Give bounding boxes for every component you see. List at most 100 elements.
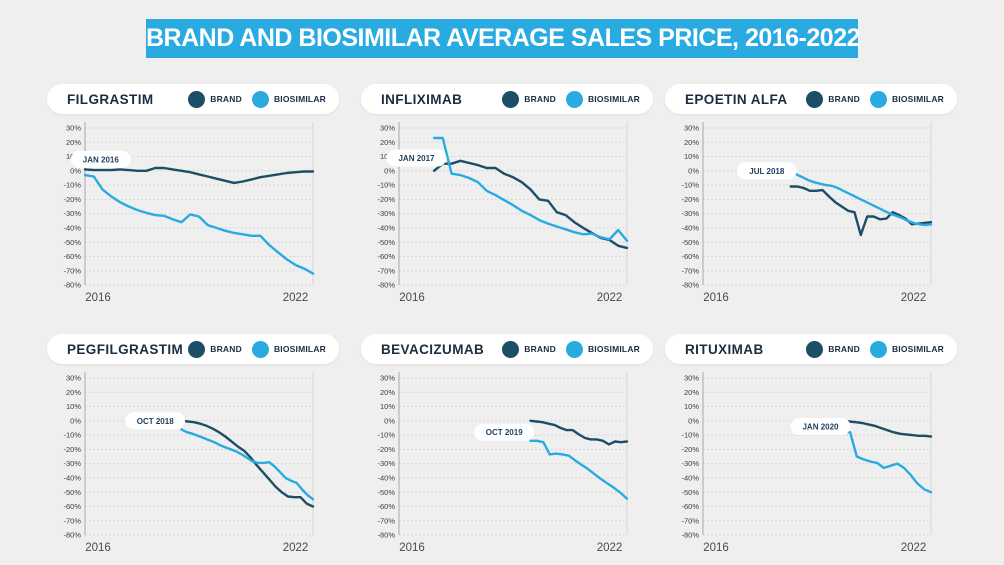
brand-swatch-icon xyxy=(502,340,520,358)
launch-date-annotation: JUL 2018 xyxy=(736,162,797,180)
y-axis-tick-label: -70% xyxy=(377,516,395,525)
legend: BRAND BIOSIMILAR xyxy=(806,340,944,358)
chart-panel-epoetin-alfa: EPOETIN ALFA BRAND BIOSIMILAR 30% 20% 10% 0… xyxy=(659,84,965,308)
line-chart-pegfilgrastim: 30% 20% 10% 0% -10% -20% -30% -40% -50% -60% -70% -… xyxy=(63,372,315,554)
biosimilar-line xyxy=(432,136,629,243)
biosimilar-swatch-icon xyxy=(251,340,269,358)
y-axis-tick-label: -40% xyxy=(377,224,395,233)
y-axis-tick-label: -20% xyxy=(63,195,81,204)
x-axis-start-label: 2016 xyxy=(703,542,729,554)
x-axis-end-label: 2022 xyxy=(283,292,309,304)
y-axis-tick-label: -30% xyxy=(63,209,81,218)
svg-text:OCT 2018: OCT 2018 xyxy=(137,417,174,426)
y-axis-tick-label: 30% xyxy=(380,374,395,383)
chart-panel-rituximab: RITUXIMAB BRAND BIOSIMILAR 30% 20% 10% 0% -1… xyxy=(659,334,965,558)
y-axis-tick-label: -10% xyxy=(681,431,699,440)
y-axis-tick-label: -20% xyxy=(681,195,699,204)
x-axis-end-label: 2022 xyxy=(901,292,927,304)
y-axis-tick-label: 30% xyxy=(684,124,699,133)
y-axis-tick-label: -80% xyxy=(63,281,81,290)
y-axis-tick-label: -10% xyxy=(377,181,395,190)
y-axis-tick-label: 30% xyxy=(66,374,81,383)
biosimilar-line xyxy=(83,173,315,275)
legend-item-biosimilar: BIOSIMILAR xyxy=(869,90,944,108)
biosimilar-swatch-icon xyxy=(251,90,269,108)
y-axis-tick-label: -60% xyxy=(377,252,395,261)
biosimilar-swatch-icon xyxy=(565,90,583,108)
y-axis-tick-label: 10% xyxy=(684,152,699,161)
y-axis-tick-label: 0% xyxy=(70,166,81,175)
y-axis-tick-label: 30% xyxy=(684,374,699,383)
brand-line xyxy=(529,419,629,446)
y-axis-tick-label: -40% xyxy=(681,474,699,483)
y-axis-tick-label: 20% xyxy=(380,138,395,147)
y-axis-tick-label: -50% xyxy=(681,238,699,247)
brand-swatch-icon xyxy=(806,340,824,358)
y-axis-tick-label: -30% xyxy=(681,459,699,468)
y-axis-tick-label: 20% xyxy=(684,138,699,147)
y-axis-tick-label: -40% xyxy=(681,224,699,233)
brand-line xyxy=(83,166,315,185)
chart-title: FILGRASTIM xyxy=(67,91,154,107)
legend-item-biosimilar: BIOSIMILAR xyxy=(251,340,326,358)
y-axis-tick-label: -80% xyxy=(681,281,699,290)
y-axis-tick-label: -20% xyxy=(377,195,395,204)
y-axis-tick-label: -50% xyxy=(377,238,395,247)
legend-item-biosimilar: BIOSIMILAR xyxy=(251,90,326,108)
biosimilar-legend-label: BIOSIMILAR xyxy=(587,94,640,104)
launch-date-annotation: OCT 2018 xyxy=(125,412,186,430)
y-axis-tick-label: -60% xyxy=(63,502,81,511)
biosimilar-legend-label: BIOSIMILAR xyxy=(273,344,326,354)
legend-item-biosimilar: BIOSIMILAR xyxy=(565,340,640,358)
legend-item-brand: BRAND xyxy=(502,340,556,358)
brand-line xyxy=(842,420,933,438)
legend: BRAND BIOSIMILAR xyxy=(806,90,944,108)
legend: BRAND BIOSIMILAR xyxy=(188,340,326,358)
brand-legend-label: BRAND xyxy=(210,94,242,104)
y-axis-tick-label: -10% xyxy=(681,181,699,190)
line-chart-epoetin-alfa: 30% 20% 10% 0% -10% -20% -30% -40% -50% -60% -70% -… xyxy=(681,122,933,304)
chart-title: RITUXIMAB xyxy=(685,341,764,357)
biosimilar-swatch-icon xyxy=(869,340,887,358)
legend-item-biosimilar: BIOSIMILAR xyxy=(565,90,640,108)
legend-item-brand: BRAND xyxy=(806,90,860,108)
brand-legend-label: BRAND xyxy=(524,344,556,354)
y-axis-tick-label: -80% xyxy=(63,531,81,540)
y-axis-tick-label: 30% xyxy=(66,124,81,133)
y-axis-tick-label: -70% xyxy=(63,266,81,275)
y-axis-tick-label: -40% xyxy=(377,474,395,483)
x-axis-end-label: 2022 xyxy=(901,542,927,554)
page-title: BRAND AND BIOSIMILAR AVERAGE SALES PRICE… xyxy=(146,19,861,58)
launch-date-annotation: JAN 2020 xyxy=(790,418,851,435)
svg-text:OCT 2019: OCT 2019 xyxy=(486,428,523,437)
y-axis-tick-label: -30% xyxy=(377,459,395,468)
launch-date-annotation: OCT 2019 xyxy=(474,423,535,441)
chart-title: BEVACIZUMAB xyxy=(381,341,485,357)
line-chart-infliximab: 30%20%10%0%-10%-20%-30%-40%-50%-60%-70%-… xyxy=(377,122,629,304)
y-axis-tick-label: -40% xyxy=(63,474,81,483)
brand-legend-label: BRAND xyxy=(210,344,242,354)
chart-panel-infliximab: INFLIXIMAB BRAND BIOSIMILAR 30%20%10%0%-… xyxy=(355,84,661,308)
y-axis-tick-label: 10% xyxy=(66,402,81,411)
chart-header: BEVACIZUMAB BRAND BIOSIMILAR xyxy=(361,334,653,364)
y-axis-tick-label: -60% xyxy=(681,502,699,511)
y-axis-tick-label: -70% xyxy=(681,266,699,275)
biosimilar-line xyxy=(842,430,933,494)
y-axis-tick-label: 0% xyxy=(384,166,395,175)
y-axis-tick-label: -60% xyxy=(681,252,699,261)
y-axis-tick-label: -10% xyxy=(63,431,81,440)
y-axis-tick-label: -50% xyxy=(63,488,81,497)
y-axis-tick-label: -40% xyxy=(63,224,81,233)
brand-legend-label: BRAND xyxy=(828,94,860,104)
x-axis-start-label: 2016 xyxy=(703,292,729,304)
y-axis-tick-label: -20% xyxy=(681,445,699,454)
y-axis-tick-label: -20% xyxy=(63,445,81,454)
biosimilar-legend-label: BIOSIMILAR xyxy=(273,94,326,104)
launch-date-annotation: JAN 2017 xyxy=(386,149,447,167)
brand-swatch-icon xyxy=(188,90,206,108)
legend-item-brand: BRAND xyxy=(188,340,242,358)
line-chart-filgrastim: 30%20%10%0%-10%-20%-30%-40%-50%-60%-70%-… xyxy=(63,122,315,304)
biosimilar-line xyxy=(789,169,933,227)
biosimilar-legend-label: BIOSIMILAR xyxy=(891,94,944,104)
y-axis-tick-label: -50% xyxy=(63,238,81,247)
